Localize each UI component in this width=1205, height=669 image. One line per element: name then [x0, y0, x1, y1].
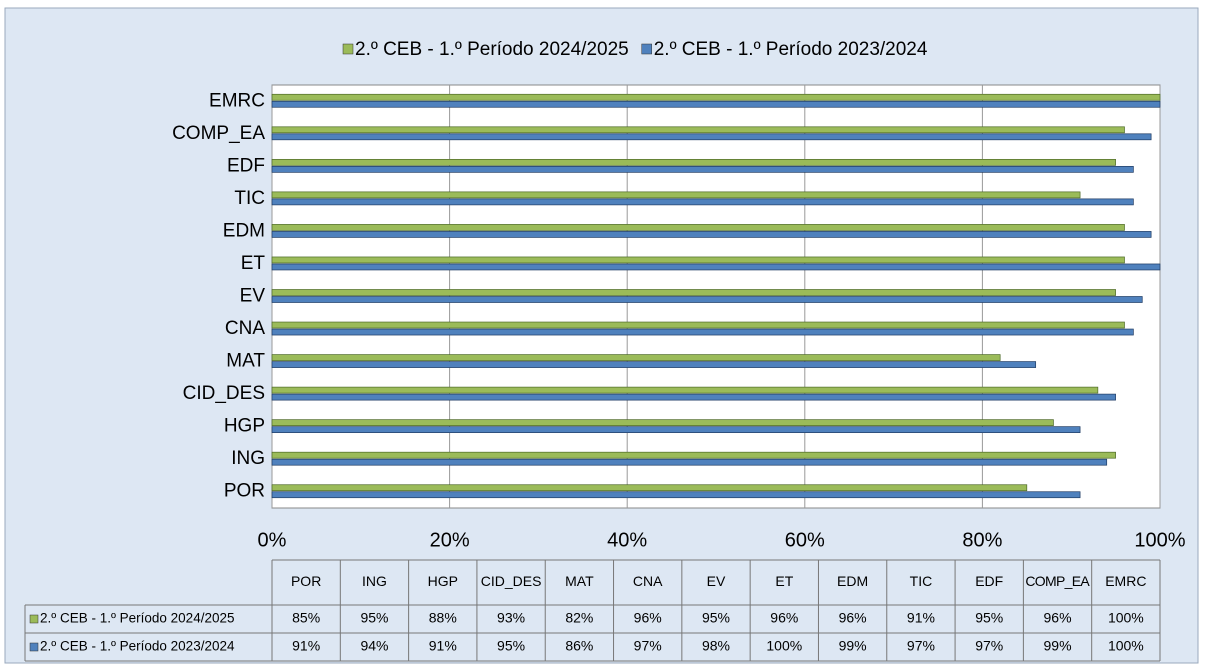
table-cell: 96% — [839, 610, 867, 626]
y-tick-label: POR — [224, 481, 265, 502]
table-cell: 96% — [1044, 610, 1072, 626]
y-tick-label: EDF — [227, 155, 265, 176]
bar — [271, 328, 1134, 336]
legend-label: 2.º CEB - 1.º Período 2023/2024 — [654, 39, 928, 60]
table-header: POR — [291, 573, 321, 589]
table-header: EDM — [837, 573, 868, 589]
table-cell: 97% — [634, 638, 662, 654]
table-cell: 99% — [839, 638, 867, 654]
table-header: COMP_EA — [1025, 573, 1090, 589]
table-cell: 94% — [360, 638, 388, 654]
x-tick-label: 100% — [1134, 529, 1185, 551]
legend-marker — [342, 43, 354, 55]
table-cell: 100% — [1108, 610, 1144, 626]
table-row-label: 2.º CEB - 1.º Período 2024/2025 — [40, 611, 234, 626]
table-cell: 100% — [1108, 638, 1144, 654]
bar — [271, 224, 1125, 231]
table-header: HGP — [428, 573, 458, 589]
table-cell: 86% — [565, 638, 593, 654]
table-cell: 97% — [907, 638, 935, 654]
x-tick-label: 0% — [258, 529, 287, 551]
bar — [271, 484, 1028, 492]
bar — [271, 361, 1037, 368]
table-cell: 96% — [634, 610, 662, 626]
y-tick-label: TIC — [234, 188, 265, 209]
table-header: CID_DES — [481, 573, 542, 589]
bar — [271, 198, 1134, 206]
table-header: EMRC — [1105, 573, 1146, 589]
bar — [271, 133, 1152, 141]
table-cell: 96% — [770, 610, 798, 626]
y-tick-label: HGP — [224, 416, 265, 437]
table-header: MAT — [565, 573, 594, 589]
x-tick-label: 20% — [430, 529, 470, 551]
table-cell: 88% — [429, 610, 457, 626]
bar — [271, 386, 1099, 394]
bar — [271, 296, 1143, 303]
y-tick-label: MAT — [226, 351, 265, 372]
table-header: TIC — [910, 573, 933, 589]
table-cell: 100% — [766, 638, 802, 654]
y-tick-label: EV — [240, 286, 266, 307]
y-tick-label: EMRC — [209, 90, 265, 111]
table-header: ET — [775, 573, 793, 589]
table-cell: 91% — [292, 638, 320, 654]
table-cell: 98% — [702, 638, 730, 654]
y-tick-label: ET — [241, 253, 266, 274]
table-cell: 97% — [975, 638, 1003, 654]
table-cell: 85% — [292, 610, 320, 626]
y-tick-label: CID_DES — [183, 383, 265, 404]
table-cell: 95% — [975, 610, 1003, 626]
bar — [271, 419, 1054, 427]
bar — [271, 354, 1001, 361]
table-cell: 95% — [360, 610, 388, 626]
table-header: EDF — [975, 573, 1003, 589]
bar — [271, 263, 1161, 271]
bar — [271, 256, 1125, 264]
x-tick-label: 60% — [785, 529, 825, 551]
bar — [271, 426, 1081, 434]
bar — [271, 165, 1134, 173]
bar — [271, 231, 1152, 238]
table-cell: 91% — [907, 610, 935, 626]
x-tick-label: 80% — [962, 529, 1002, 551]
bar — [271, 126, 1125, 134]
table-cell: 95% — [702, 610, 730, 626]
bar — [271, 158, 1116, 166]
table-cell: 82% — [565, 610, 593, 626]
y-tick-label: COMP_EA — [172, 123, 265, 144]
bar — [271, 393, 1116, 401]
table-row-label: 2.º CEB - 1.º Período 2023/2024 — [40, 639, 235, 654]
table-cell: 93% — [497, 610, 525, 626]
legend-label: 2.º CEB - 1.º Período 2024/2025 — [355, 39, 629, 60]
bar — [271, 191, 1081, 199]
bar — [271, 100, 1161, 108]
y-tick-label: ING — [231, 448, 265, 469]
table-cell: 99% — [1044, 638, 1072, 654]
bar — [271, 458, 1108, 466]
bar — [271, 491, 1081, 499]
table-legend-marker — [29, 614, 39, 624]
table-header: EV — [707, 573, 726, 589]
table-cell: 95% — [497, 638, 525, 654]
table-cell: 91% — [429, 638, 457, 654]
bar — [271, 93, 1161, 101]
legend-marker — [641, 43, 652, 55]
y-tick-label: CNA — [225, 318, 265, 339]
bar — [271, 451, 1116, 459]
bar — [271, 321, 1125, 329]
table-header: CNA — [633, 573, 663, 589]
x-tick-label: 40% — [607, 529, 647, 551]
y-tick-label: EDM — [223, 220, 265, 241]
table-header: ING — [362, 573, 387, 589]
bar — [271, 289, 1116, 296]
table-legend-marker — [29, 642, 39, 652]
